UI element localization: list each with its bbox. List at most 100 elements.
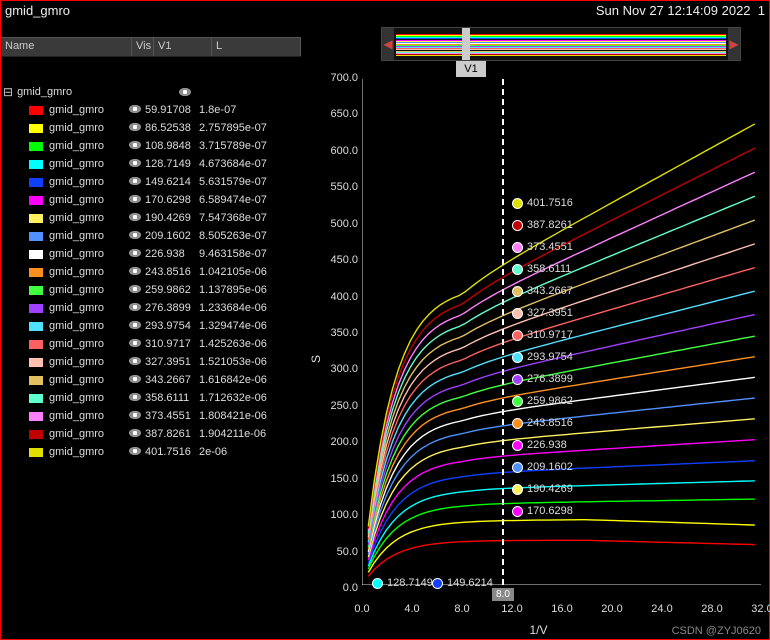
eye-icon [129, 357, 141, 365]
cursor-value-tag: 8.0 [492, 588, 514, 601]
marker-label: 293.9754 [512, 351, 573, 363]
eye-icon [129, 213, 141, 221]
v1-value: 243.8516 [145, 266, 199, 278]
marker-value: 310.9717 [527, 329, 573, 341]
v1-value: 401.7516 [145, 446, 199, 458]
trace-name: gmid_gmro [49, 140, 125, 152]
trace-name: gmid_gmro [49, 104, 125, 116]
marker-label: 401.7516 [512, 197, 573, 209]
trace-row[interactable]: gmid_gmro149.62145.631579e-07 [1, 173, 301, 191]
visibility-icon[interactable] [179, 88, 191, 96]
trace-name: gmid_gmro [49, 392, 125, 404]
y-tick: 150.0 [318, 473, 358, 485]
trace-row[interactable]: gmid_gmro190.42697.547368e-07 [1, 209, 301, 227]
trace-row[interactable]: gmid_gmro170.62986.589474e-07 [1, 191, 301, 209]
color-swatch [29, 304, 43, 313]
marker-label: 276.3899 [512, 373, 573, 385]
overview-right-arrow[interactable]: ▶ [728, 28, 740, 60]
visibility-toggle[interactable] [125, 284, 145, 296]
trace-row[interactable]: gmid_gmro327.39511.521053e-06 [1, 353, 301, 371]
visibility-toggle[interactable] [125, 248, 145, 260]
color-swatch [29, 448, 43, 457]
trace-row[interactable]: gmid_gmro59.917081.8e-07 [1, 101, 301, 119]
visibility-toggle[interactable] [125, 212, 145, 224]
visibility-toggle[interactable] [125, 302, 145, 314]
tree-root-row[interactable]: ⊟ gmid_gmro [1, 83, 301, 101]
cursor-line[interactable] [502, 79, 504, 585]
eye-icon [129, 375, 141, 383]
trace-row[interactable]: gmid_gmro259.98621.137895e-06 [1, 281, 301, 299]
v1-value: 343.2667 [145, 374, 199, 386]
trace-row[interactable]: gmid_gmro358.61111.712632e-06 [1, 389, 301, 407]
title-bar: gmid_gmro Sun Nov 27 12:14:09 2022 1 [5, 3, 765, 23]
col-v1[interactable]: V1 [154, 38, 212, 56]
visibility-toggle[interactable] [125, 230, 145, 242]
l-value: 1.712632e-06 [199, 392, 301, 404]
marker-value: 293.9754 [527, 351, 573, 363]
trace-row[interactable]: gmid_gmro310.97171.425263e-06 [1, 335, 301, 353]
visibility-toggle[interactable] [125, 392, 145, 404]
trace-name: gmid_gmro [49, 338, 125, 350]
trace-row[interactable]: gmid_gmro128.71494.673684e-07 [1, 155, 301, 173]
marker-dot-icon [512, 506, 523, 517]
l-value: 3.715789e-07 [199, 140, 301, 152]
trace-row[interactable]: gmid_gmro387.82611.904211e-06 [1, 425, 301, 443]
overview-cursor[interactable] [462, 28, 470, 60]
v1-value: 226.938 [145, 248, 199, 260]
trace-row[interactable]: gmid_gmro401.75162e-06 [1, 443, 301, 461]
visibility-toggle[interactable] [125, 356, 145, 368]
marker-value: 276.3899 [527, 373, 573, 385]
collapse-icon[interactable]: ⊟ [3, 85, 13, 99]
visibility-toggle[interactable] [125, 374, 145, 386]
visibility-toggle[interactable] [125, 158, 145, 170]
visibility-toggle[interactable] [125, 428, 145, 440]
marker-value: 358.6111 [527, 263, 571, 275]
v1-value: 59.91708 [145, 104, 199, 116]
v1-value: 387.8261 [145, 428, 199, 440]
trace-row[interactable]: gmid_gmro108.98483.715789e-07 [1, 137, 301, 155]
v1-value: 190.4269 [145, 212, 199, 224]
visibility-toggle[interactable] [125, 446, 145, 458]
marker-label: 387.8261 [512, 219, 573, 231]
trace-row[interactable]: gmid_gmro293.97541.329474e-06 [1, 317, 301, 335]
visibility-toggle[interactable] [125, 266, 145, 278]
trace-row[interactable]: gmid_gmro276.38991.233684e-06 [1, 299, 301, 317]
marker-value: 259.9862 [527, 395, 573, 407]
eye-icon [129, 393, 141, 401]
eye-icon [129, 231, 141, 239]
trace-row[interactable]: gmid_gmro343.26671.616842e-06 [1, 371, 301, 389]
color-swatch [29, 358, 43, 367]
overview-strip[interactable]: ◀ ▶ [381, 27, 741, 61]
visibility-toggle[interactable] [125, 194, 145, 206]
visibility-toggle[interactable] [125, 176, 145, 188]
col-name[interactable]: Name [1, 38, 132, 56]
trace-row[interactable]: gmid_gmro226.9389.463158e-07 [1, 245, 301, 263]
marker-label: 358.6111 [512, 263, 571, 275]
trace-name: gmid_gmro [49, 122, 125, 134]
trace-row[interactable]: gmid_gmro243.85161.042105e-06 [1, 263, 301, 281]
trace-name: gmid_gmro [49, 284, 125, 296]
marker-value: 190.4269 [527, 483, 573, 495]
l-value: 1.808421e-06 [199, 410, 301, 422]
marker-label: 149.6214 [432, 577, 493, 589]
trace-row[interactable]: gmid_gmro373.45511.808421e-06 [1, 407, 301, 425]
color-swatch [29, 340, 43, 349]
marker-dot-icon [512, 198, 523, 209]
col-l[interactable]: L [212, 38, 301, 56]
trace-row[interactable]: gmid_gmro86.525382.757895e-07 [1, 119, 301, 137]
col-vis[interactable]: Vis [132, 38, 154, 56]
chart-area[interactable]: S 1/V 8.0 0.050.0100.0150.0200.0250.0300… [316, 79, 761, 625]
v1-value: 149.6214 [145, 176, 199, 188]
marker-value: 128.7149 [387, 577, 433, 589]
visibility-toggle[interactable] [125, 104, 145, 116]
visibility-toggle[interactable] [125, 140, 145, 152]
cursor-name-tag[interactable]: V1 [456, 61, 486, 77]
visibility-toggle[interactable] [125, 338, 145, 350]
visibility-toggle[interactable] [125, 410, 145, 422]
y-axis-label: S [309, 355, 323, 363]
visibility-toggle[interactable] [125, 122, 145, 134]
trace-row[interactable]: gmid_gmro209.16028.505263e-07 [1, 227, 301, 245]
x-tick: 0.0 [354, 603, 369, 615]
overview-left-arrow[interactable]: ◀ [382, 28, 394, 60]
visibility-toggle[interactable] [125, 320, 145, 332]
